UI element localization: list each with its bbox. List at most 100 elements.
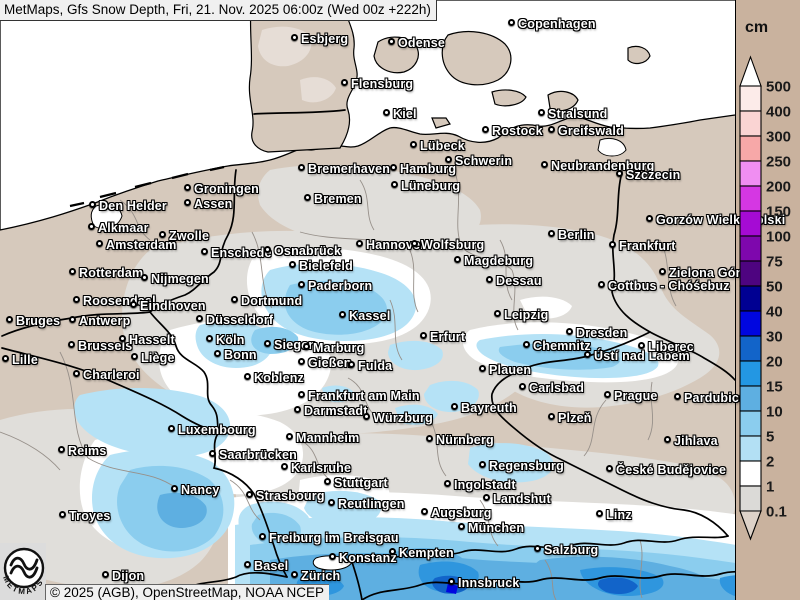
city-label: Kassel bbox=[339, 309, 391, 323]
city-name: Wolfsburg bbox=[421, 238, 485, 252]
legend-tick-label: 500 bbox=[766, 79, 791, 96]
city-name: Odense bbox=[398, 36, 446, 50]
city-label: Konstanz bbox=[329, 551, 397, 565]
city-label: Rostock bbox=[482, 124, 543, 138]
legend-segment bbox=[739, 160, 762, 187]
city-label: Fulda bbox=[348, 359, 392, 373]
legend-tick-label: 200 bbox=[766, 179, 791, 196]
legend-tick-label: 0.1 bbox=[766, 504, 787, 521]
city-name: Troyes bbox=[69, 509, 111, 523]
city-marker-icon bbox=[69, 315, 76, 323]
city-label: Dresden bbox=[566, 326, 627, 340]
city-label: Antwerp bbox=[69, 314, 130, 328]
city-name: Bruges bbox=[16, 314, 61, 328]
city-marker-icon bbox=[523, 340, 530, 348]
city-label: Leipzig bbox=[494, 308, 548, 322]
city-label: Zielona Góra bbox=[659, 266, 748, 280]
city-name: Erfurt bbox=[430, 330, 466, 344]
city-label: Plauen bbox=[479, 363, 531, 377]
city-label: Zürich bbox=[291, 569, 340, 583]
city-marker-icon bbox=[58, 445, 65, 453]
legend-segment bbox=[739, 235, 762, 262]
city-label: Groningen bbox=[184, 182, 259, 196]
city-label: Gießen bbox=[298, 356, 352, 370]
city-marker-icon bbox=[494, 309, 501, 317]
legend-tick-label: 50 bbox=[766, 279, 783, 296]
attribution-bar[interactable]: © 2025 (AGB), OpenStreetMap, NOAA NCEP bbox=[45, 584, 330, 600]
city-label: Lübeck bbox=[410, 139, 465, 153]
city-name: Salzburg bbox=[544, 543, 599, 557]
region-borders bbox=[0, 171, 677, 600]
city-name: Szczecin bbox=[626, 168, 681, 182]
city-marker-icon bbox=[328, 498, 335, 506]
city-label: Neubrandenburg bbox=[541, 159, 655, 173]
city-name: Kassel bbox=[349, 309, 391, 323]
legend-arrow-down bbox=[739, 510, 762, 541]
map-title: MetMaps, Gfs Snow Depth, Fri, 21. Nov. 2… bbox=[0, 0, 437, 21]
city-name: Bielefeld bbox=[299, 259, 353, 273]
city-label: České Budějovice bbox=[606, 463, 726, 477]
legend-segment bbox=[739, 385, 762, 412]
city-marker-icon bbox=[454, 255, 461, 263]
city-name: Esbjerg bbox=[301, 32, 349, 46]
city-marker-icon bbox=[291, 570, 298, 578]
legend-tick-label: 30 bbox=[766, 329, 783, 346]
city-label: Freiburg im Breisgau bbox=[259, 531, 399, 545]
city-marker-icon bbox=[390, 163, 397, 171]
city-marker-icon bbox=[201, 247, 208, 255]
city-marker-icon bbox=[548, 125, 555, 133]
city-marker-icon bbox=[426, 434, 433, 442]
sea bbox=[0, 0, 800, 231]
city-name: Leipzig bbox=[504, 308, 549, 322]
city-name: Nancy bbox=[181, 483, 220, 497]
city-marker-icon bbox=[196, 314, 203, 322]
legend-segment bbox=[739, 360, 762, 387]
city-marker-icon bbox=[664, 435, 671, 443]
city-label: Zwolle bbox=[159, 229, 209, 243]
legend-segment bbox=[739, 435, 762, 462]
city-label: Landshut bbox=[483, 492, 551, 506]
city-label: Darmstadt bbox=[294, 404, 368, 418]
city-name: Karlsruhe bbox=[291, 461, 352, 475]
city-label: Brussels bbox=[68, 339, 132, 353]
city-marker-icon bbox=[329, 552, 336, 560]
city-label: Greifswald bbox=[548, 124, 624, 138]
legend-segment bbox=[739, 335, 762, 362]
city-marker-icon bbox=[541, 160, 548, 168]
city-name: Hasselt bbox=[129, 333, 175, 347]
city-marker-icon bbox=[674, 392, 681, 400]
city-marker-icon bbox=[486, 275, 493, 283]
city-marker-icon bbox=[604, 390, 611, 398]
city-name: Zielona Góra bbox=[669, 266, 748, 280]
city-label: Innsbruck bbox=[448, 576, 520, 590]
city-marker-icon bbox=[638, 341, 645, 349]
city-marker-icon bbox=[96, 239, 103, 247]
city-name: Basel bbox=[254, 559, 289, 573]
city-label: Flensburg bbox=[341, 77, 413, 91]
city-marker-icon bbox=[609, 240, 616, 248]
city-label: Luxembourg bbox=[168, 423, 256, 437]
city-marker-icon bbox=[264, 339, 271, 347]
city-label: Troyes bbox=[59, 509, 111, 523]
city-marker-icon bbox=[209, 449, 216, 457]
city-name: Luxembourg bbox=[178, 423, 256, 437]
city-label: Dortmund bbox=[231, 294, 302, 308]
city-marker-icon bbox=[451, 402, 458, 410]
legend-segment bbox=[739, 485, 762, 512]
city-name: Lüneburg bbox=[401, 179, 461, 193]
country-borders bbox=[1, 109, 800, 600]
legend-segment bbox=[739, 85, 762, 112]
city-marker-icon bbox=[584, 350, 591, 358]
city-marker-icon bbox=[616, 169, 623, 177]
city-name: Düsseldorf bbox=[206, 313, 274, 327]
legend-tick-label: 20 bbox=[766, 354, 783, 371]
city-name: Magdeburg bbox=[464, 254, 534, 268]
city-marker-icon bbox=[298, 390, 305, 398]
metmaps-logo[interactable]: METMAPS bbox=[0, 543, 46, 600]
city-marker-icon bbox=[444, 479, 451, 487]
city-name: Enschede bbox=[211, 246, 272, 260]
city-label: Enschede bbox=[201, 246, 272, 260]
